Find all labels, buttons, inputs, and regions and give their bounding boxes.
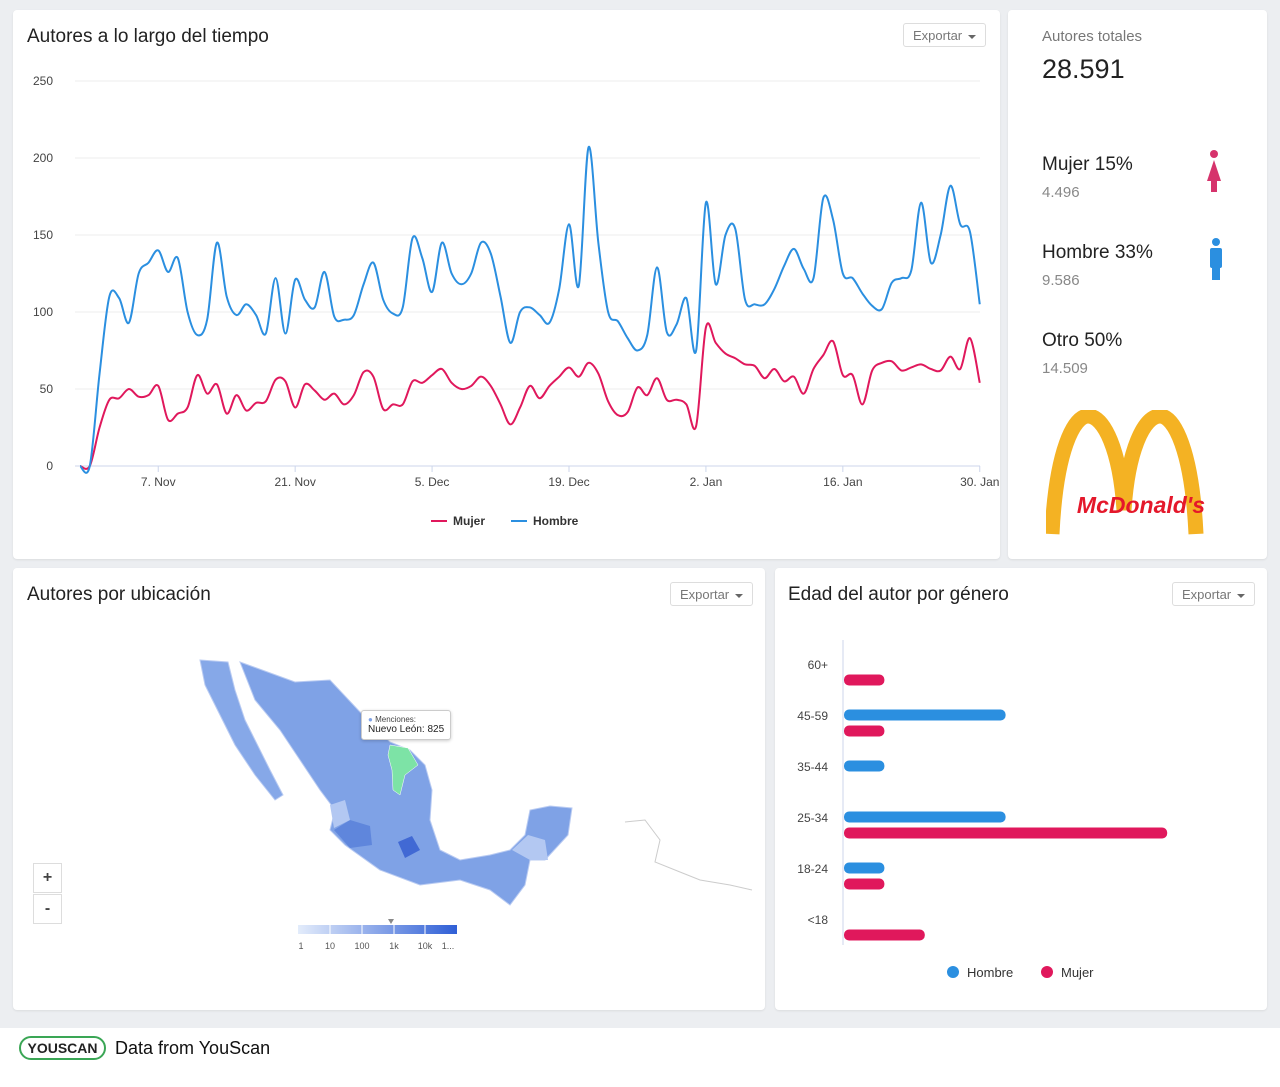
male-stat-count: 9.586 bbox=[1042, 272, 1080, 289]
zoom-in-button[interactable]: + bbox=[33, 863, 62, 893]
zoom-out-button[interactable]: - bbox=[33, 894, 62, 924]
x-tick-label: 7. Nov bbox=[141, 475, 176, 489]
map-mainland bbox=[239, 661, 573, 906]
card-title: Edad del autor por género bbox=[788, 584, 1009, 605]
x-tick-label: 19. Dec bbox=[548, 475, 589, 489]
other-stat-label: Otro 50% bbox=[1042, 330, 1123, 351]
legend-dot bbox=[1041, 966, 1053, 978]
x-tick-label: 30. Jan bbox=[960, 475, 999, 489]
youscan-logo: YOUSCAN bbox=[19, 1036, 106, 1060]
series-dot-icon: ● bbox=[368, 715, 373, 724]
export-button[interactable]: Exportar bbox=[903, 23, 987, 47]
bar-mujer bbox=[844, 878, 885, 890]
bar-hombre bbox=[844, 862, 885, 874]
map-sinaloa-light bbox=[330, 800, 350, 828]
bar-mujer bbox=[844, 827, 1168, 839]
tooltip-series: Menciones: bbox=[375, 715, 416, 724]
female-stat-count: 4.496 bbox=[1042, 184, 1080, 201]
legend-label: Hombre bbox=[533, 514, 579, 528]
category-label: 60+ bbox=[808, 658, 828, 672]
y-tick-label: 0 bbox=[46, 459, 53, 473]
bar-hombre bbox=[844, 811, 1006, 823]
y-tick-label: 100 bbox=[33, 305, 53, 319]
male-stat-label: Hombre 33% bbox=[1042, 242, 1153, 263]
map-cuba-outline bbox=[624, 819, 753, 891]
series-line-mujer bbox=[79, 322, 981, 470]
map-nuevo-leon bbox=[387, 744, 419, 796]
mexico-map[interactable]: 1 10 100 1k 10k 1... bbox=[0, 0, 765, 1010]
legend-label: Mujer bbox=[1061, 965, 1094, 980]
bar-mujer bbox=[844, 725, 885, 737]
color-scale-bar bbox=[298, 925, 457, 934]
scale-label: 1... bbox=[442, 941, 455, 951]
scale-marker-icon bbox=[388, 919, 394, 924]
mcdonalds-logo: McDonald's bbox=[1046, 410, 1205, 535]
export-button[interactable]: Exportar bbox=[670, 582, 754, 606]
y-tick-label: 50 bbox=[40, 382, 54, 396]
category-label: 35-44 bbox=[797, 760, 828, 774]
scale-label: 10 bbox=[325, 941, 335, 951]
age-card: Edad del autor por género Exportar 60+ 45… bbox=[775, 568, 1267, 1010]
category-label: 18-24 bbox=[797, 862, 828, 876]
map-central bbox=[398, 836, 420, 858]
total-authors-label: Autores totales bbox=[1042, 28, 1143, 45]
scale-label: 1 bbox=[298, 941, 303, 951]
x-tick-label: 5. Dec bbox=[415, 475, 450, 489]
export-button[interactable]: Exportar bbox=[1172, 582, 1256, 606]
other-stat-count: 14.509 bbox=[1042, 360, 1088, 377]
category-label: 25-34 bbox=[797, 811, 828, 825]
y-tick-label: 250 bbox=[33, 74, 53, 88]
scale-label: 100 bbox=[354, 941, 369, 951]
map-baja bbox=[199, 659, 284, 801]
female-stat-label: Mujer 15% bbox=[1042, 154, 1133, 175]
legend-dot bbox=[947, 966, 959, 978]
category-label: 45-59 bbox=[797, 709, 828, 723]
y-tick-label: 150 bbox=[33, 228, 53, 242]
tooltip-value: Nuevo León: 825 bbox=[368, 724, 445, 735]
category-label: <18 bbox=[808, 913, 829, 927]
svg-text:McDonald's: McDonald's bbox=[1077, 492, 1205, 518]
total-authors-value: 28.591 bbox=[1042, 54, 1125, 84]
x-tick-label: 2. Jan bbox=[690, 475, 723, 489]
legend-label: Hombre bbox=[967, 965, 1013, 980]
male-icon bbox=[1210, 238, 1222, 280]
series-line-hombre bbox=[79, 146, 981, 474]
x-tick-label: 16. Jan bbox=[823, 475, 862, 489]
line-chart: 0 50 100 150 200 250 7. Nov 21. Nov 5. Dec 19. De… bbox=[33, 74, 999, 528]
card-title: Autores por ubicación bbox=[27, 584, 211, 605]
footer-text: Data from YouScan bbox=[115, 1038, 271, 1058]
map-jalisco bbox=[334, 820, 372, 848]
map-tooltip: ● Menciones: Nuevo León: 825 bbox=[361, 710, 452, 740]
scale-label: 10k bbox=[418, 941, 433, 951]
bar-mujer bbox=[844, 674, 885, 686]
y-tick-label: 200 bbox=[33, 151, 53, 165]
bar-hombre bbox=[844, 709, 1006, 721]
bar-mujer bbox=[844, 929, 925, 941]
card-title: Autores a lo largo del tiempo bbox=[27, 26, 269, 47]
map-yucatan-light bbox=[512, 835, 548, 860]
x-tick-label: 21. Nov bbox=[274, 475, 315, 489]
totals-card: Autores totales 28.591 Mujer 15% 4.496 H… bbox=[1008, 10, 1267, 559]
bar-hombre bbox=[844, 760, 885, 772]
female-icon bbox=[1207, 150, 1221, 192]
legend-label: Mujer bbox=[453, 514, 485, 528]
bar-chart: 60+ 45-59 35-44 25-34 18-24 <18 Hombre Mujer bbox=[797, 640, 1168, 980]
scale-label: 1k bbox=[389, 941, 399, 951]
timeline-card: Autores a lo largo del tiempo Exportar 0… bbox=[13, 10, 1000, 559]
